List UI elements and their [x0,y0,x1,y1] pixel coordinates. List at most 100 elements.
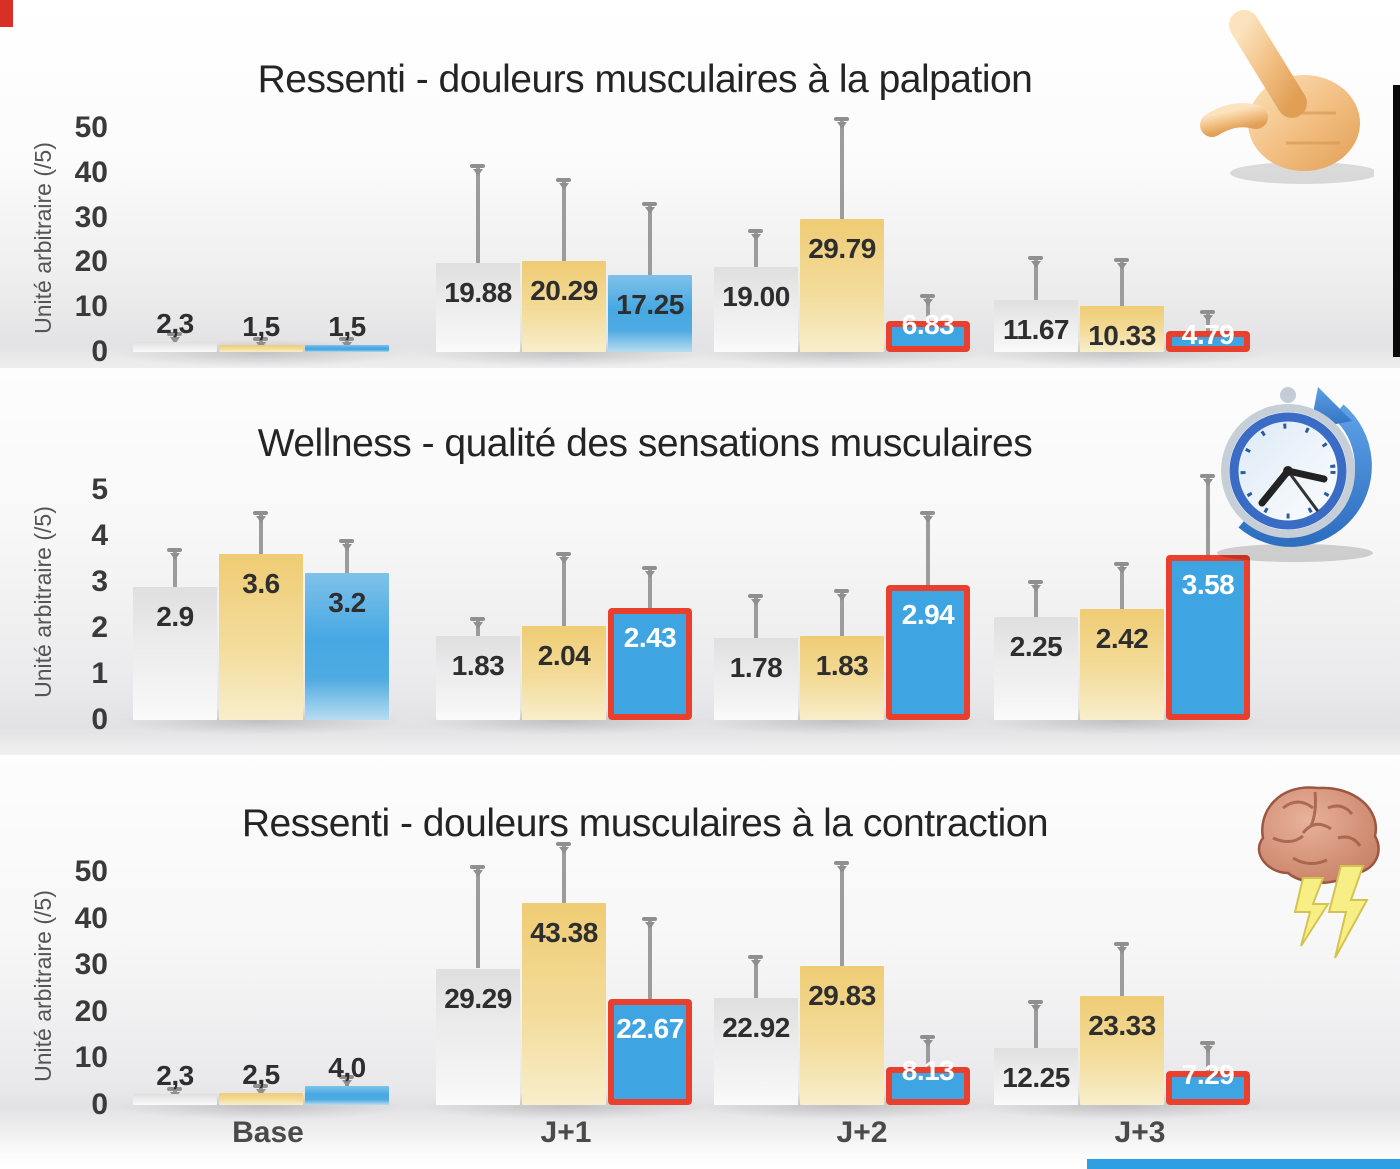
x-axis-label-j3: J+3 [1114,1116,1166,1149]
error-bar [754,595,758,639]
error-bar [259,513,263,555]
error-bar-cap-arrow [1203,479,1213,487]
error-bar-cap [1114,561,1129,566]
error-bar [173,549,177,587]
bar-gray-base [133,586,217,720]
bar-blue-base [305,345,389,352]
bar-yellow-base [219,345,303,352]
error-bar-cap [556,177,571,182]
bar-value-label: 1.83 [815,649,869,681]
error-bar-cap-arrow [342,543,352,551]
error-bar-cap [470,164,485,169]
bar-value-label: 4.79 [1181,318,1235,350]
error-bar [1120,563,1124,609]
bar-gray-base [133,1094,217,1105]
error-bar-cap-arrow [1117,947,1127,955]
error-bar-cap-arrow [473,870,483,878]
error-bar [1034,582,1038,617]
bar-blue-j3 [1166,1071,1250,1105]
bar-blue-j1 [608,999,692,1105]
bar-value-label: 2.94 [901,598,955,630]
error-bar-cap [642,202,657,207]
bar-yellow-j1 [522,902,606,1105]
bar-value-label: 17.25 [616,288,684,320]
error-bar-cap-arrow [559,182,569,190]
bar-value-label: 3.6 [242,568,280,600]
bar-value-label: 2,3 [156,307,194,339]
error-bar-cap-arrow [1203,314,1213,322]
error-bar-cap-arrow [1203,1046,1213,1054]
bar-value-label: 2.42 [1095,622,1149,654]
error-bar [476,867,480,969]
error-bar-cap [920,294,935,298]
error-bar-cap [339,336,354,341]
y-tick-label: 30 [74,200,108,234]
y-tick-label: 5 [91,473,108,506]
error-bar [840,862,844,966]
error-bar-cap-arrow [751,959,761,967]
error-bar-cap [1200,474,1215,479]
bar-value-label: 43.38 [530,916,598,948]
bar-value-label: 1.78 [729,652,783,684]
error-bar [345,540,349,573]
error-bar-cap [834,589,849,594]
error-bar-cap-arrow [923,299,933,306]
brain-lightning-icon [1257,786,1380,959]
bar-value-label: 2.25 [1009,630,1063,662]
error-bar-cap [1028,580,1043,584]
y-tick-label: 50 [74,111,108,144]
error-bar-cap-arrow [645,571,655,579]
y-tick-label: 10 [74,1041,108,1075]
error-bar-cap [1114,942,1129,947]
x-axis-label-j2: J+2 [836,1116,888,1149]
bar-value-label: 19.88 [444,276,512,308]
bar-value-label: 23.33 [1088,1010,1156,1042]
error-bar [562,554,566,627]
error-bar-cap-arrow [837,865,847,873]
bar-blue-j2 [886,584,970,720]
bar-value-label: 7.29 [1181,1059,1235,1091]
bar-value-label: 3.2 [328,586,366,618]
error-bar-cap [642,916,657,921]
y-tick-label: 40 [74,155,108,189]
y-tick-label: 0 [91,1088,108,1121]
y-tick-label: 40 [74,901,108,935]
error-bar [754,956,758,999]
y-tick-label: 0 [91,703,108,736]
right-edge-black-bar [1393,85,1400,357]
bar-value-label: 29.83 [808,979,876,1011]
bar-value-label: 22.67 [616,1013,684,1045]
bar-blue-j2 [886,1067,970,1105]
bar-value-label: 2,3 [156,1060,194,1092]
bar-blue-j2 [886,321,970,352]
bar-blue-base [305,572,389,720]
error-bar-cap [167,1086,182,1091]
bar-value-label: 1,5 [328,311,366,343]
bar-blue-j1 [608,608,692,720]
error-bar-cap-arrow [342,341,352,349]
error-bar-cap [1114,258,1129,263]
error-bar-cap-arrow [1031,585,1041,592]
error-bar-cap [253,336,268,341]
y-tick-label: 30 [74,948,108,982]
bar-yellow-j2 [800,965,884,1105]
error-bar [1034,1002,1038,1048]
bar-yellow-j2 [800,635,884,720]
error-bar-cap [1028,1000,1043,1005]
bar-yellow-j2 [800,218,884,352]
error-bar-cap-arrow [1031,1005,1041,1013]
error-bar [648,568,652,609]
error-bar [562,179,566,262]
bar-value-label: 19.00 [722,280,790,312]
error-bar [840,119,844,219]
bar-gray-j2 [714,998,798,1105]
error-bar [648,204,652,275]
chart-title: Ressenti - douleurs musculaires à la con… [241,802,1049,846]
error-bar-cap [1200,1041,1215,1046]
error-bar-cap [470,865,485,870]
error-bar-cap-arrow [170,337,180,345]
error-bar [926,296,930,322]
error-bar [1206,1043,1210,1072]
error-bar-cap [1200,309,1215,314]
